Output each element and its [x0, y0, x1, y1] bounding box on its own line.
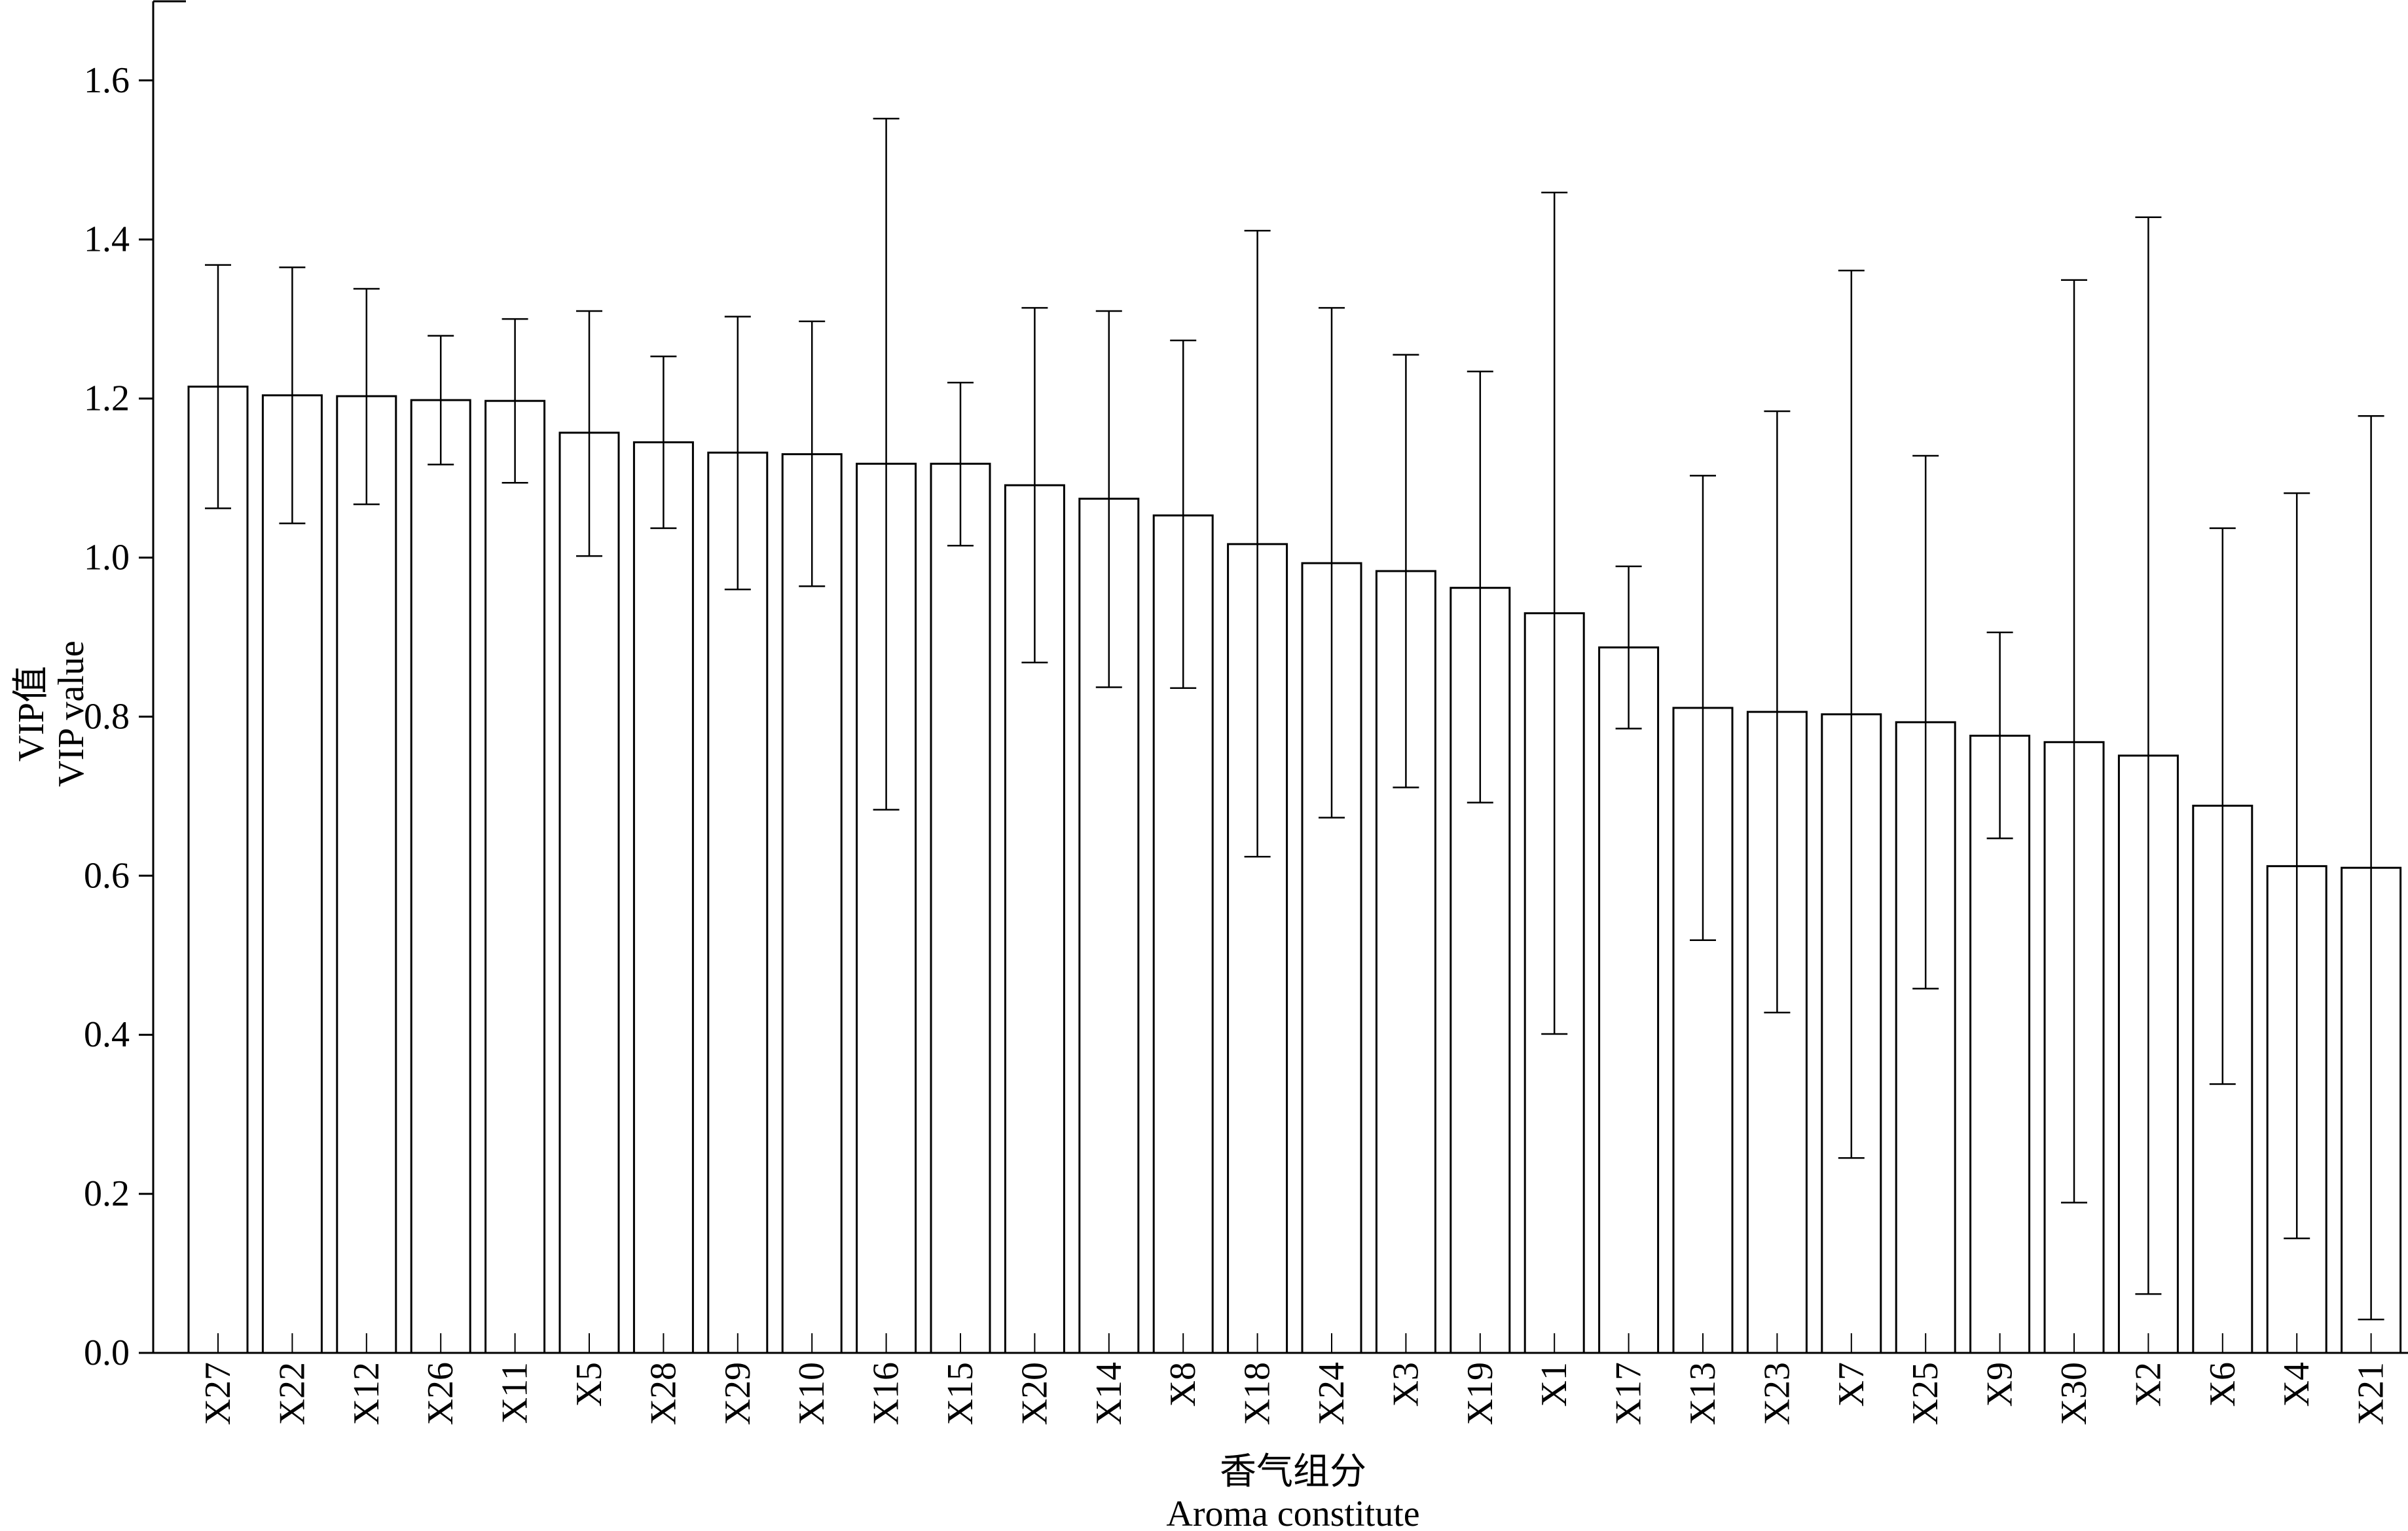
y-tick-label-0.4: 0.4 — [84, 1014, 130, 1055]
y-tick-label-0.6: 0.6 — [84, 855, 130, 896]
bar-X15 — [930, 462, 991, 1354]
x-tick-label-X28: X28 — [643, 1362, 684, 1425]
bar-X29 — [707, 451, 769, 1354]
x-tick-label-X13: X13 — [1683, 1362, 1723, 1425]
x-tick-label-X2: X2 — [2128, 1362, 2168, 1407]
x-tick-label-X22: X22 — [272, 1362, 312, 1425]
x-tick-label-X6: X6 — [2202, 1362, 2243, 1407]
x-tick-label-X9: X9 — [1980, 1362, 2020, 1407]
x-tick-label-X24: X24 — [1311, 1362, 1352, 1425]
bar-X14 — [1078, 498, 1140, 1354]
x-tick-label-X30: X30 — [2054, 1362, 2094, 1425]
bar-X28 — [632, 441, 694, 1354]
bar-X22 — [261, 394, 323, 1354]
bars-group — [187, 385, 2402, 1354]
x-tick-label-X11: X11 — [495, 1362, 536, 1424]
x-tick-label-X21: X21 — [2351, 1362, 2392, 1425]
x-tick-label-X16: X16 — [866, 1362, 907, 1425]
y-tick-label-0.0: 0.0 — [84, 1333, 130, 1373]
y-axis-label-en: VIP value — [51, 640, 92, 786]
x-tick-label-X23: X23 — [1757, 1362, 1797, 1425]
y-tick-label-0.8: 0.8 — [84, 696, 130, 737]
x-tick-label-X10: X10 — [792, 1362, 832, 1425]
x-tick-label-X15: X15 — [940, 1362, 981, 1425]
y-axis-label-cn: VIP值 — [11, 666, 52, 762]
y-tick-label-1.4: 1.4 — [84, 219, 130, 260]
bar-X12 — [336, 395, 397, 1354]
x-ticks-group: X27 X22 X12 X26 X11 X5 X28 X29 X10 X16 X15 X20 X14 X8… — [198, 1333, 2392, 1425]
bar-X11 — [484, 399, 546, 1354]
x-tick-label-X8: X8 — [1163, 1362, 1203, 1407]
x-tick-label-X20: X20 — [1014, 1362, 1055, 1425]
bar-X5 — [558, 432, 620, 1354]
x-tick-label-X4: X4 — [2276, 1362, 2317, 1407]
x-tick-label-X5: X5 — [569, 1362, 610, 1407]
y-tick-label-1.0: 1.0 — [84, 538, 130, 578]
x-tick-label-X27: X27 — [198, 1362, 238, 1425]
x-axis-label-cn: 香气组分 — [1220, 1452, 1366, 1492]
bar-X17 — [1598, 646, 1660, 1354]
x-tick-label-X3: X3 — [1385, 1362, 1426, 1407]
x-tick-label-X19: X19 — [1460, 1362, 1501, 1425]
x-axis-label-en: Aroma constitute — [1166, 1494, 1419, 1531]
x-tick-label-X1: X1 — [1534, 1362, 1575, 1407]
x-tick-label-X26: X26 — [420, 1362, 461, 1425]
bar-X27 — [187, 385, 249, 1354]
x-tick-label-X7: X7 — [1831, 1362, 1872, 1407]
x-tick-label-X17: X17 — [1609, 1362, 1649, 1425]
y-tick-label-1.6: 1.6 — [84, 60, 130, 101]
y-tick-label-1.2: 1.2 — [84, 378, 130, 419]
bar-X10 — [781, 453, 843, 1354]
x-tick-label-X12: X12 — [346, 1362, 387, 1425]
axes-group — [152, 0, 2408, 1354]
x-tick-label-X25: X25 — [1905, 1362, 1946, 1425]
y-ticks-group: 0.0 0.2 0.4 0.6 0.8 1.0 1.2 1.4 1.6 — [84, 60, 153, 1373]
x-tick-label-X29: X29 — [718, 1362, 758, 1425]
error-bars-group — [205, 117, 2384, 1321]
x-tick-label-X14: X14 — [1089, 1362, 1129, 1425]
y-tick-label-0.2: 0.2 — [84, 1173, 130, 1214]
x-tick-label-X18: X18 — [1237, 1362, 1278, 1425]
bar-X26 — [410, 399, 471, 1354]
